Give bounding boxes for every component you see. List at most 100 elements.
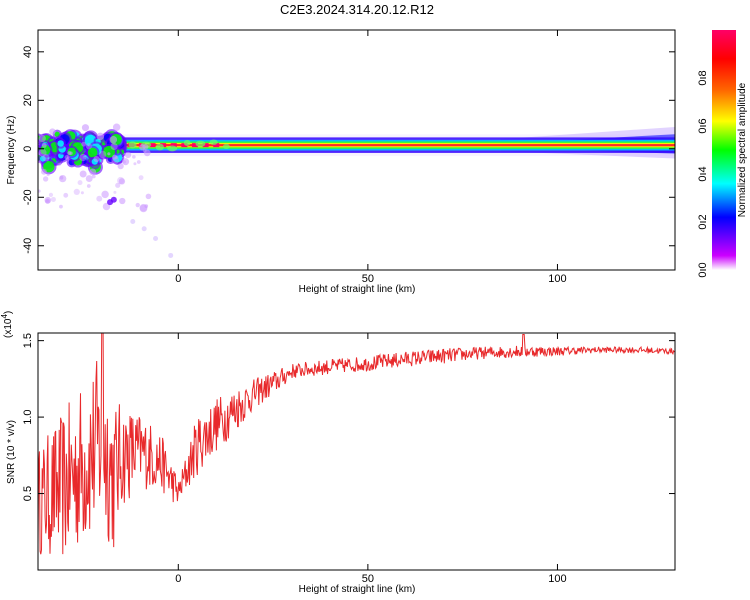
- spectrogram-ticks: 0 50 100 -40 -20 0 20 40: [22, 30, 675, 285]
- noise-blob-core: [43, 161, 55, 173]
- colorbar-ticks: 0.0 0.2 0.4 0.6 0.8: [697, 70, 709, 277]
- spectrogram-y-axis-label: Frequency (Hz): [6, 116, 17, 185]
- faint-scatter: [38, 160, 42, 164]
- faint-scatter: [41, 142, 47, 148]
- snr-multiplier-exponent: 4: [0, 314, 9, 319]
- snr-x-tick-label: 0: [175, 573, 181, 585]
- faint-scatter: [144, 204, 149, 208]
- faint-scatter: [119, 197, 126, 205]
- snr-y-axis-label: SNR (10 * v/v): [6, 420, 17, 484]
- faint-scatter: [63, 192, 69, 198]
- spectrogram-x-tick-label: 50: [362, 273, 374, 285]
- faint-scatter: [91, 174, 96, 179]
- snr-ticks: 0 50 100 0.5 1.0 1.5: [22, 333, 675, 585]
- faint-scatter: [110, 142, 118, 151]
- noise-blob-core: [40, 144, 51, 155]
- faint-scatter: [122, 158, 130, 166]
- noise-blob-core: [39, 155, 46, 162]
- faint-scatter: [89, 168, 97, 176]
- ridge-dash: [191, 143, 199, 148]
- chart-title: C2E3.2024.314.20.12.R12: [280, 2, 434, 17]
- ridge-band: [113, 144, 675, 147]
- ridge-dash: [149, 143, 156, 148]
- faint-scatter: [93, 155, 100, 163]
- faint-scatter: [117, 163, 124, 170]
- snr-y-tick-label: 0.5: [22, 486, 34, 501]
- faint-scatter: [46, 172, 50, 177]
- faint-scatter: [64, 154, 70, 160]
- snr-y-tick-label: 1.5: [22, 333, 34, 348]
- faint-scatter: [124, 151, 132, 159]
- colorbar-tick-label: 0.4: [697, 166, 709, 181]
- spectrogram-x-tick-label: 100: [548, 273, 566, 285]
- faint-scatter: [49, 128, 56, 135]
- faint-scatter: [102, 202, 111, 211]
- faint-scatter: [79, 170, 87, 178]
- snr-x-axis-label: Height of straight line (km): [299, 584, 416, 595]
- faint-scatter: [58, 174, 67, 183]
- noise-blob-core: [103, 145, 116, 158]
- faint-scatter: [48, 192, 54, 197]
- faint-scatter: [135, 202, 140, 208]
- trailing-point: [130, 219, 136, 225]
- faint-scatter: [112, 154, 118, 160]
- colorbar-tick-label: 0.8: [697, 70, 709, 85]
- snr-frame: [37, 332, 676, 571]
- faint-scatter: [98, 150, 107, 159]
- faint-scatter: [81, 124, 90, 132]
- faint-scatter: [133, 162, 137, 166]
- faint-scatter: [42, 176, 49, 182]
- faint-scatter: [139, 144, 146, 151]
- faint-scatter: [85, 143, 92, 150]
- colorbar-tick-label: 0.2: [697, 214, 709, 229]
- ridge-blob: [209, 139, 218, 145]
- faint-scatter: [118, 178, 126, 185]
- spectrogram-heatmap: [38, 123, 675, 258]
- faint-scatter: [101, 190, 109, 199]
- spectrogram-y-tick-label: -40: [22, 238, 34, 254]
- snr-multiplier: (x104): [0, 311, 14, 338]
- trailing-point: [110, 196, 117, 203]
- faint-scatter: [69, 151, 73, 155]
- faint-scatter: [81, 141, 87, 147]
- faint-scatter: [96, 132, 105, 141]
- faint-scatter: [96, 195, 103, 202]
- ridge-blob: [128, 141, 137, 149]
- faint-scatter: [109, 135, 118, 144]
- snr-y-tick-label: 1.0: [22, 409, 34, 424]
- faint-scatter: [50, 196, 56, 202]
- ridge-dash: [170, 143, 177, 148]
- spectrogram-y-tick-label: -20: [22, 189, 34, 205]
- spectrogram-y-tick-label: 0: [22, 146, 34, 152]
- faint-scatter: [38, 148, 47, 157]
- faint-scatter: [115, 182, 121, 188]
- faint-scatter: [136, 160, 141, 164]
- spectrogram-panel: 0 50 100 -40 -20 0 20 40 Height of straight lin…: [6, 29, 676, 295]
- faint-scatter: [73, 188, 80, 195]
- trailing-point: [153, 235, 159, 241]
- spectrogram-frame: [37, 29, 676, 271]
- ridge-blob: [155, 143, 164, 151]
- faint-scatter: [38, 134, 46, 143]
- faint-scatter: [86, 184, 91, 188]
- colorbar-tick-label: 0.6: [697, 118, 709, 133]
- faint-scatter: [113, 190, 117, 194]
- ridge-dash: [181, 143, 188, 148]
- ridge-dash: [202, 143, 209, 148]
- snr-series-line: [38, 333, 675, 555]
- faint-scatter: [77, 180, 83, 186]
- colorbar-gradient: [712, 30, 736, 270]
- faint-scatter: [138, 175, 144, 181]
- faint-scatter: [45, 198, 51, 204]
- noise-blob-core: [38, 135, 41, 140]
- faint-scatter: [38, 189, 41, 193]
- ridge-blob: [222, 143, 230, 149]
- faint-scatter: [85, 175, 93, 183]
- faint-scatter: [107, 152, 111, 156]
- faint-scatter: [132, 155, 136, 159]
- faint-scatter: [80, 191, 84, 195]
- noise-blob-core: [87, 147, 98, 158]
- faint-scatter: [57, 162, 61, 167]
- noise-blob-core: [57, 140, 64, 147]
- colorbar-tick-label: 0.0: [697, 262, 709, 277]
